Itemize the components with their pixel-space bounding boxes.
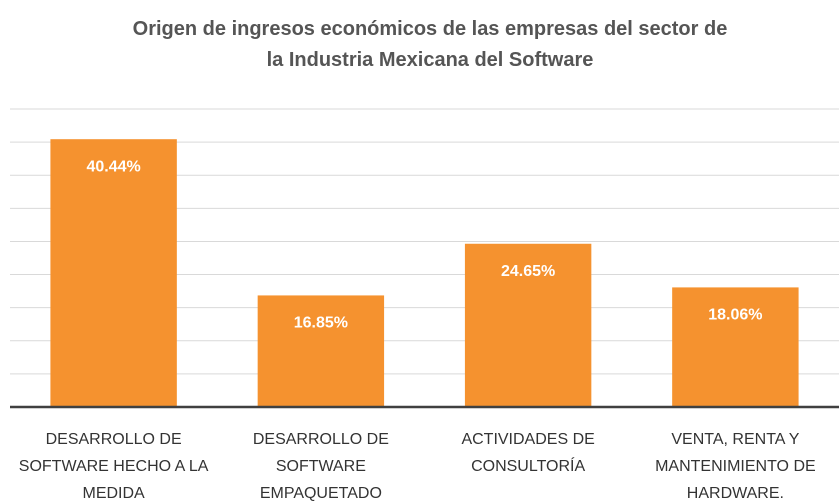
x-tick-label: DESARROLLO DE SOFTWARE HECHO A LA MEDIDA xyxy=(18,431,209,501)
bar xyxy=(672,287,799,407)
x-tick-label: VENTA, RENTA Y MANTENIMIENTO DE HARDWARE… xyxy=(655,431,816,501)
data-label: 24.65% xyxy=(501,263,555,280)
x-tick-label: DESARROLLO DE SOFTWARE EMPAQUETADO xyxy=(252,431,389,501)
chart-title: Origen de ingresos económicos de las emp… xyxy=(132,18,728,71)
data-label: 18.06% xyxy=(708,307,762,324)
data-label: 16.85% xyxy=(294,315,348,332)
x-tick-label: ACTIVIDADES DE CONSULTORÍA xyxy=(461,431,595,475)
bar xyxy=(257,295,385,407)
bar xyxy=(464,243,592,407)
data-label: 40.44% xyxy=(86,158,140,175)
bar xyxy=(50,139,177,407)
